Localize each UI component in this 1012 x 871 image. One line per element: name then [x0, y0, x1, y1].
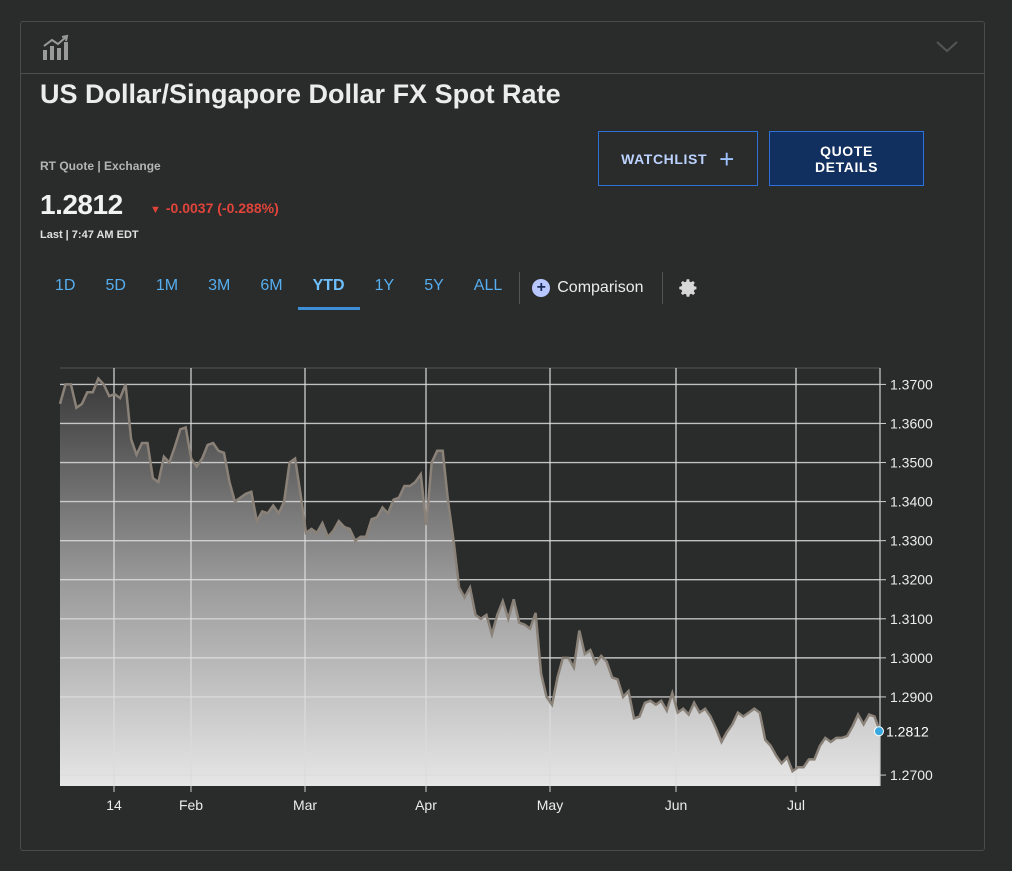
tab-ytd[interactable]: YTD: [297, 266, 360, 310]
x-tick-label: Jul: [787, 797, 805, 813]
quote-source: RT Quote | Exchange: [40, 159, 161, 173]
y-tick-label: 1.3600: [890, 415, 933, 431]
last-updated: Last | 7:47 AM EDT: [40, 229, 139, 241]
x-tick-label: Jun: [665, 797, 688, 813]
plus-icon: +: [719, 143, 735, 174]
price-change-value: -0.0037 (-0.288%): [165, 200, 279, 216]
tab-1m[interactable]: 1M: [155, 277, 179, 294]
divider: [661, 272, 663, 304]
plus-circle-icon: +: [532, 279, 551, 297]
divider: [519, 272, 521, 304]
quote-details-button[interactable]: QUOTE DETAILS: [769, 131, 924, 186]
y-tick-label: 1.3300: [890, 533, 933, 549]
y-tick-label: 1.3000: [890, 650, 933, 666]
y-tick-label: 1.3100: [890, 611, 933, 627]
current-value-label: 1.2812: [886, 723, 929, 739]
range-tabs: 1D 5D 1M 3M 6M YTD 1Y 5Y ALL + Compariso…: [40, 266, 699, 310]
card-header: [21, 22, 984, 74]
x-tick-label: Mar: [293, 797, 317, 813]
quote-details-label: QUOTE DETAILS: [814, 142, 879, 175]
page-title: US Dollar/Singapore Dollar FX Spot Rate: [40, 79, 561, 109]
tab-5d[interactable]: 5D: [105, 277, 126, 294]
tab-6m[interactable]: 6M: [260, 277, 283, 294]
y-tick-label: 1.2700: [890, 767, 933, 783]
y-tick-label: 1.3500: [890, 455, 933, 471]
y-tick-label: 1.3700: [890, 376, 933, 392]
comparison-label: Comparison: [557, 279, 644, 296]
y-tick-label: 1.3400: [890, 494, 933, 510]
x-tick-label: 14: [106, 797, 122, 813]
bar-line-chart-icon[interactable]: [41, 34, 69, 62]
chevron-down-icon[interactable]: [936, 40, 958, 54]
current-value-marker: [874, 726, 884, 737]
tab-all[interactable]: ALL: [473, 277, 503, 294]
watchlist-button[interactable]: WATCHLIST +: [598, 131, 758, 186]
tab-5y[interactable]: 5Y: [424, 277, 444, 294]
tab-1y[interactable]: 1Y: [374, 277, 395, 294]
price-change: ▼ -0.0037 (-0.288%): [150, 200, 279, 216]
down-triangle-icon: ▼: [150, 204, 161, 216]
y-tick-label: 1.3200: [890, 572, 933, 588]
gear-icon[interactable]: [677, 277, 699, 299]
x-tick-label: Feb: [179, 797, 203, 813]
price-area: [60, 378, 880, 786]
price-line: [58, 376, 882, 774]
y-tick-label: 1.2900: [890, 689, 933, 705]
x-tick-label: Apr: [415, 797, 437, 813]
comparison-button[interactable]: + Comparison: [532, 266, 661, 310]
x-tick-label: May: [537, 797, 563, 813]
tab-1d[interactable]: 1D: [55, 277, 76, 294]
watchlist-button-label: WATCHLIST: [621, 150, 708, 167]
tab-3m[interactable]: 3M: [208, 277, 231, 294]
last-price: 1.2812: [40, 189, 123, 220]
